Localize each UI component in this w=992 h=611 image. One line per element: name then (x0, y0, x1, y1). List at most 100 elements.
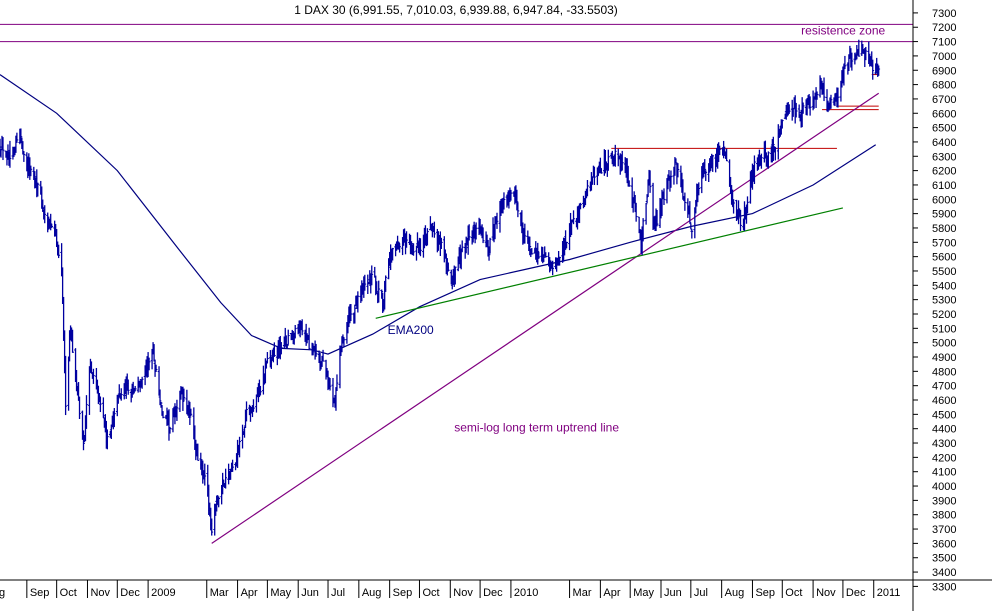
price-bar (189, 408, 193, 417)
price-bar (419, 238, 422, 257)
price-bar (22, 151, 26, 162)
price-bar (85, 395, 88, 429)
price-bar (439, 237, 443, 249)
price-bar (627, 180, 631, 187)
price-bar (203, 463, 207, 486)
price-bar (551, 260, 555, 276)
price-bar (794, 102, 798, 118)
price-bar (453, 266, 457, 285)
series-line-2 (211, 92, 880, 544)
x-tick-label: Aug (362, 587, 382, 599)
price-bar (690, 229, 694, 239)
x-tick-label: Jun (664, 587, 682, 599)
y-tick-label: 3800 (932, 510, 956, 522)
price-bar (467, 224, 471, 241)
price-bar (98, 396, 102, 413)
price-bar (558, 257, 562, 266)
y-tick-label: 3900 (932, 495, 956, 507)
price-bar (43, 205, 47, 224)
price-bar (595, 167, 599, 186)
x-tick-label: Dec (483, 587, 503, 599)
price-bar (398, 243, 401, 253)
x-tick-label: Apr (603, 587, 620, 599)
price-bar (238, 436, 241, 458)
price-bar (662, 188, 666, 205)
price-bar (753, 155, 756, 184)
price-bar (780, 119, 784, 129)
y-tick-label: 4100 (932, 467, 956, 479)
y-tick-label: 4300 (932, 438, 956, 450)
y-tick-label: 4700 (932, 381, 956, 393)
price-bar (502, 192, 506, 210)
price-bar (133, 385, 137, 392)
price-bar (101, 397, 105, 418)
price-bar (182, 388, 186, 401)
price-bar (689, 223, 693, 230)
price-bar (537, 251, 541, 259)
y-tick-label: 7100 (932, 37, 956, 49)
x-tick-label: 2011 (877, 587, 901, 599)
price-bar (154, 364, 158, 372)
price-bar (644, 202, 648, 225)
price-bar (836, 87, 840, 108)
price-bar (606, 149, 610, 171)
price-bar (843, 55, 847, 70)
price-bar (488, 237, 492, 254)
y-tick-label: 3400 (932, 567, 956, 579)
price-bar (725, 148, 729, 162)
x-tick-label: Nov (453, 587, 473, 599)
x-tick-label: Oct (785, 587, 802, 599)
price-bar (252, 399, 255, 412)
price-bar (196, 443, 200, 461)
y-tick-label: 3500 (932, 553, 956, 565)
price-bar (78, 396, 81, 420)
price-bar (704, 170, 708, 181)
y-tick-label: 4400 (932, 424, 956, 436)
y-tick-label: 6800 (932, 80, 956, 92)
y-tick-label: 5700 (932, 237, 956, 249)
price-bar (188, 401, 192, 425)
price-bar (530, 248, 534, 255)
x-tick-label: Sep (393, 587, 413, 599)
price-bar (641, 218, 645, 242)
x-tick-label: g (0, 587, 5, 599)
y-axis-ticks: 3300 3400 3500 3600 3700 3800 3900 4000 4100 4200… (913, 8, 956, 593)
price-bar (305, 333, 309, 344)
price-bar (815, 91, 819, 100)
price-bar (380, 289, 384, 299)
x-tick-label: Aug (725, 587, 745, 599)
y-tick-label: 6600 (932, 108, 956, 120)
price-bar (227, 463, 231, 485)
price-bar (126, 379, 130, 395)
price-bar (405, 231, 408, 248)
price-bar (648, 170, 652, 193)
price-bar (572, 210, 575, 225)
price-bar (766, 151, 770, 169)
price-bar (460, 240, 464, 253)
price-bar (8, 140, 12, 168)
y-tick-label: 6500 (932, 123, 956, 135)
price-bar (272, 342, 276, 357)
price-bar (75, 369, 78, 392)
price-bar (36, 182, 40, 197)
price-bar (808, 96, 812, 116)
price-bar (286, 329, 290, 346)
price-bar (265, 352, 269, 363)
x-tick-label: Jul (694, 587, 708, 599)
price-bar (384, 275, 388, 292)
x-tick-label: Nov (816, 587, 836, 599)
price-bar (426, 228, 429, 246)
series-line-3 (375, 207, 844, 319)
price-bar (391, 247, 395, 261)
price-bar (732, 199, 735, 214)
y-tick-label: 7000 (932, 51, 956, 63)
price-bar (375, 281, 379, 295)
y-tick-label: 7200 (932, 22, 956, 34)
price-bar (688, 201, 692, 223)
price-bar (495, 212, 499, 229)
price-bar (446, 262, 450, 272)
price-bar (259, 385, 262, 396)
price-bar (773, 146, 777, 161)
price-bar (771, 136, 775, 161)
